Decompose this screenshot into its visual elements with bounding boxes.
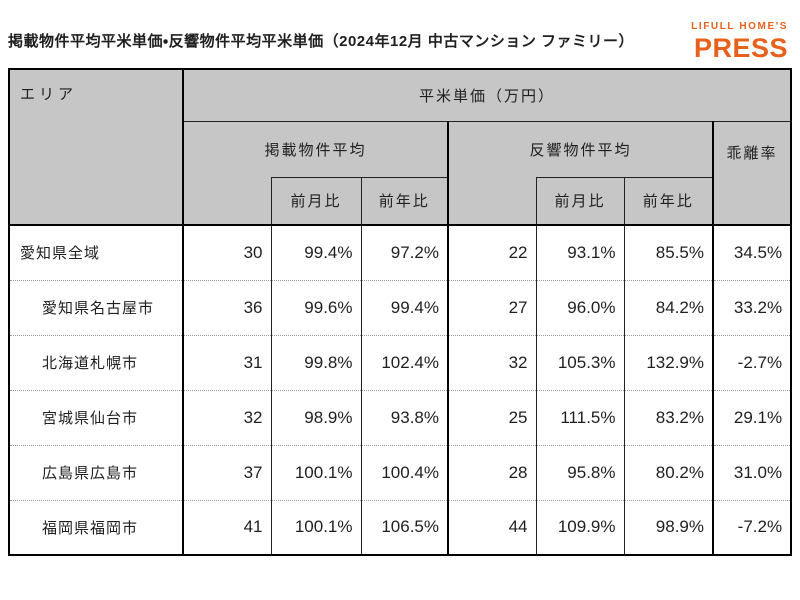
listed-mom-cell: 99.4% (270, 224, 361, 280)
lifull-homes-press-logo: LIFULL HOME'S PRESS (691, 22, 788, 62)
inquiry-yoy-cell: 83.2% (623, 389, 713, 445)
listed-mom-cell: 98.9% (270, 389, 361, 445)
page-title: 掲載物件平均平米単価・反響物件平均平米単価（2024年12月 中古マンション フ… (8, 33, 634, 50)
inquiry-avg-cell: 25 (447, 389, 536, 445)
listed-avg-cell: 37 (182, 444, 271, 500)
logo-lifull-homes: LIFULL HOME'S (691, 21, 788, 32)
header-inquiry-group: 反響物件平均 (447, 121, 713, 177)
table-row: 愛知県名古屋市 36 99.6% 99.4% 27 96.0% 84.2% 33.2% (9, 279, 792, 335)
table-row: 福岡県福岡市 41 100.1% 106.5% 44 109.9% 98.9% -7.2% (9, 499, 792, 555)
inquiry-yoy-cell: 98.9% (623, 499, 713, 555)
header-area: エリア (9, 69, 183, 225)
inquiry-yoy-cell: 84.2% (623, 279, 713, 335)
listed-mom-cell: 99.6% (270, 279, 361, 335)
listed-yoy-cell: 106.5% (360, 499, 448, 555)
inquiry-avg-cell: 32 (447, 334, 536, 390)
divergence-cell: 33.2% (711, 279, 792, 335)
listed-yoy-cell: 93.8% (360, 389, 448, 445)
divergence-cell: 34.5% (711, 224, 792, 280)
header-unit-price-group: 平米単価（万円） (181, 69, 792, 122)
inquiry-avg-cell: 27 (447, 279, 536, 335)
listed-avg-cell: 30 (182, 224, 271, 280)
table-row: 広島県広島市 37 100.1% 100.4% 28 95.8% 80.2% 31.0% (9, 444, 792, 500)
inquiry-yoy-cell: 132.9% (623, 334, 713, 390)
listed-mom-cell: 100.1% (270, 444, 361, 500)
area-cell: 愛知県名古屋市 (9, 279, 183, 335)
inquiry-mom-cell: 95.8% (535, 444, 624, 500)
header-inquiry-yoy: 前年比 (623, 176, 713, 225)
divergence-cell: 29.1% (711, 389, 792, 445)
inquiry-mom-cell: 93.1% (535, 224, 624, 280)
area-cell: 福岡県福岡市 (9, 499, 183, 555)
table-body: 愛知県全域 30 99.4% 97.2% 22 93.1% 85.5% 34.5% 愛知県名古屋… (9, 224, 792, 555)
listed-mom-cell: 100.1% (270, 499, 361, 555)
table-row: 北海道札幌市 31 99.8% 102.4% 32 105.3% 132.9% -2.7% (9, 334, 792, 390)
listed-avg-cell: 32 (182, 389, 271, 445)
unit-price-table: エリア 平米単価（万円） 掲載物件平均 反響物件平均 乖離率 前月比 前年比 前… (8, 68, 793, 556)
inquiry-avg-cell: 28 (447, 444, 536, 500)
listed-mom-cell: 99.8% (270, 334, 361, 390)
inquiry-avg-cell: 44 (447, 499, 536, 555)
listed-yoy-cell: 102.4% (360, 334, 448, 390)
divergence-cell: 31.0% (711, 444, 792, 500)
masthead: 掲載物件平均平米単価・反響物件平均平米単価（2024年12月 中古マンション フ… (0, 0, 800, 68)
listed-yoy-cell: 99.4% (360, 279, 448, 335)
divergence-cell: -7.2% (711, 499, 792, 555)
divergence-cell: -2.7% (711, 334, 792, 390)
header-inquiry-mom: 前月比 (535, 176, 624, 225)
area-cell: 広島県広島市 (9, 444, 183, 500)
area-cell: 宮城県仙台市 (9, 389, 183, 445)
inquiry-yoy-cell: 85.5% (623, 224, 713, 280)
area-cell: 北海道札幌市 (9, 334, 183, 390)
listed-avg-cell: 41 (182, 499, 271, 555)
header-row-1: エリア 平米単価（万円） (9, 69, 792, 225)
header-row-2: 掲載物件平均 反響物件平均 乖離率 (9, 121, 792, 225)
inquiry-mom-cell: 109.9% (535, 499, 624, 555)
header-divergence: 乖離率 (711, 121, 792, 225)
table-row: 愛知県全域 30 99.4% 97.2% 22 93.1% 85.5% 34.5% (9, 224, 792, 280)
header-row-3: 前月比 前年比 前月比 前年比 (9, 176, 791, 225)
listed-yoy-cell: 100.4% (360, 444, 448, 500)
area-cell: 愛知県全域 (9, 224, 183, 280)
listed-avg-cell: 31 (182, 334, 271, 390)
header-listed-mom: 前月比 (270, 176, 361, 225)
inquiry-mom-cell: 111.5% (535, 389, 624, 445)
table-row: 宮城県仙台市 32 98.9% 93.8% 25 111.5% 83.2% 29.1% (9, 389, 792, 445)
listed-avg-cell: 36 (182, 279, 271, 335)
logo-press: PRESS (693, 33, 788, 63)
inquiry-avg-cell: 22 (447, 224, 536, 280)
header-listed-yoy: 前年比 (360, 176, 448, 225)
inquiry-yoy-cell: 80.2% (623, 444, 713, 500)
listed-yoy-cell: 97.2% (360, 224, 448, 280)
inquiry-mom-cell: 96.0% (535, 279, 624, 335)
header-listed-avg-blank (182, 177, 271, 225)
header-listed-group: 掲載物件平均 (182, 121, 448, 177)
inquiry-mom-cell: 105.3% (535, 334, 624, 390)
header-inquiry-avg-blank (447, 177, 536, 225)
